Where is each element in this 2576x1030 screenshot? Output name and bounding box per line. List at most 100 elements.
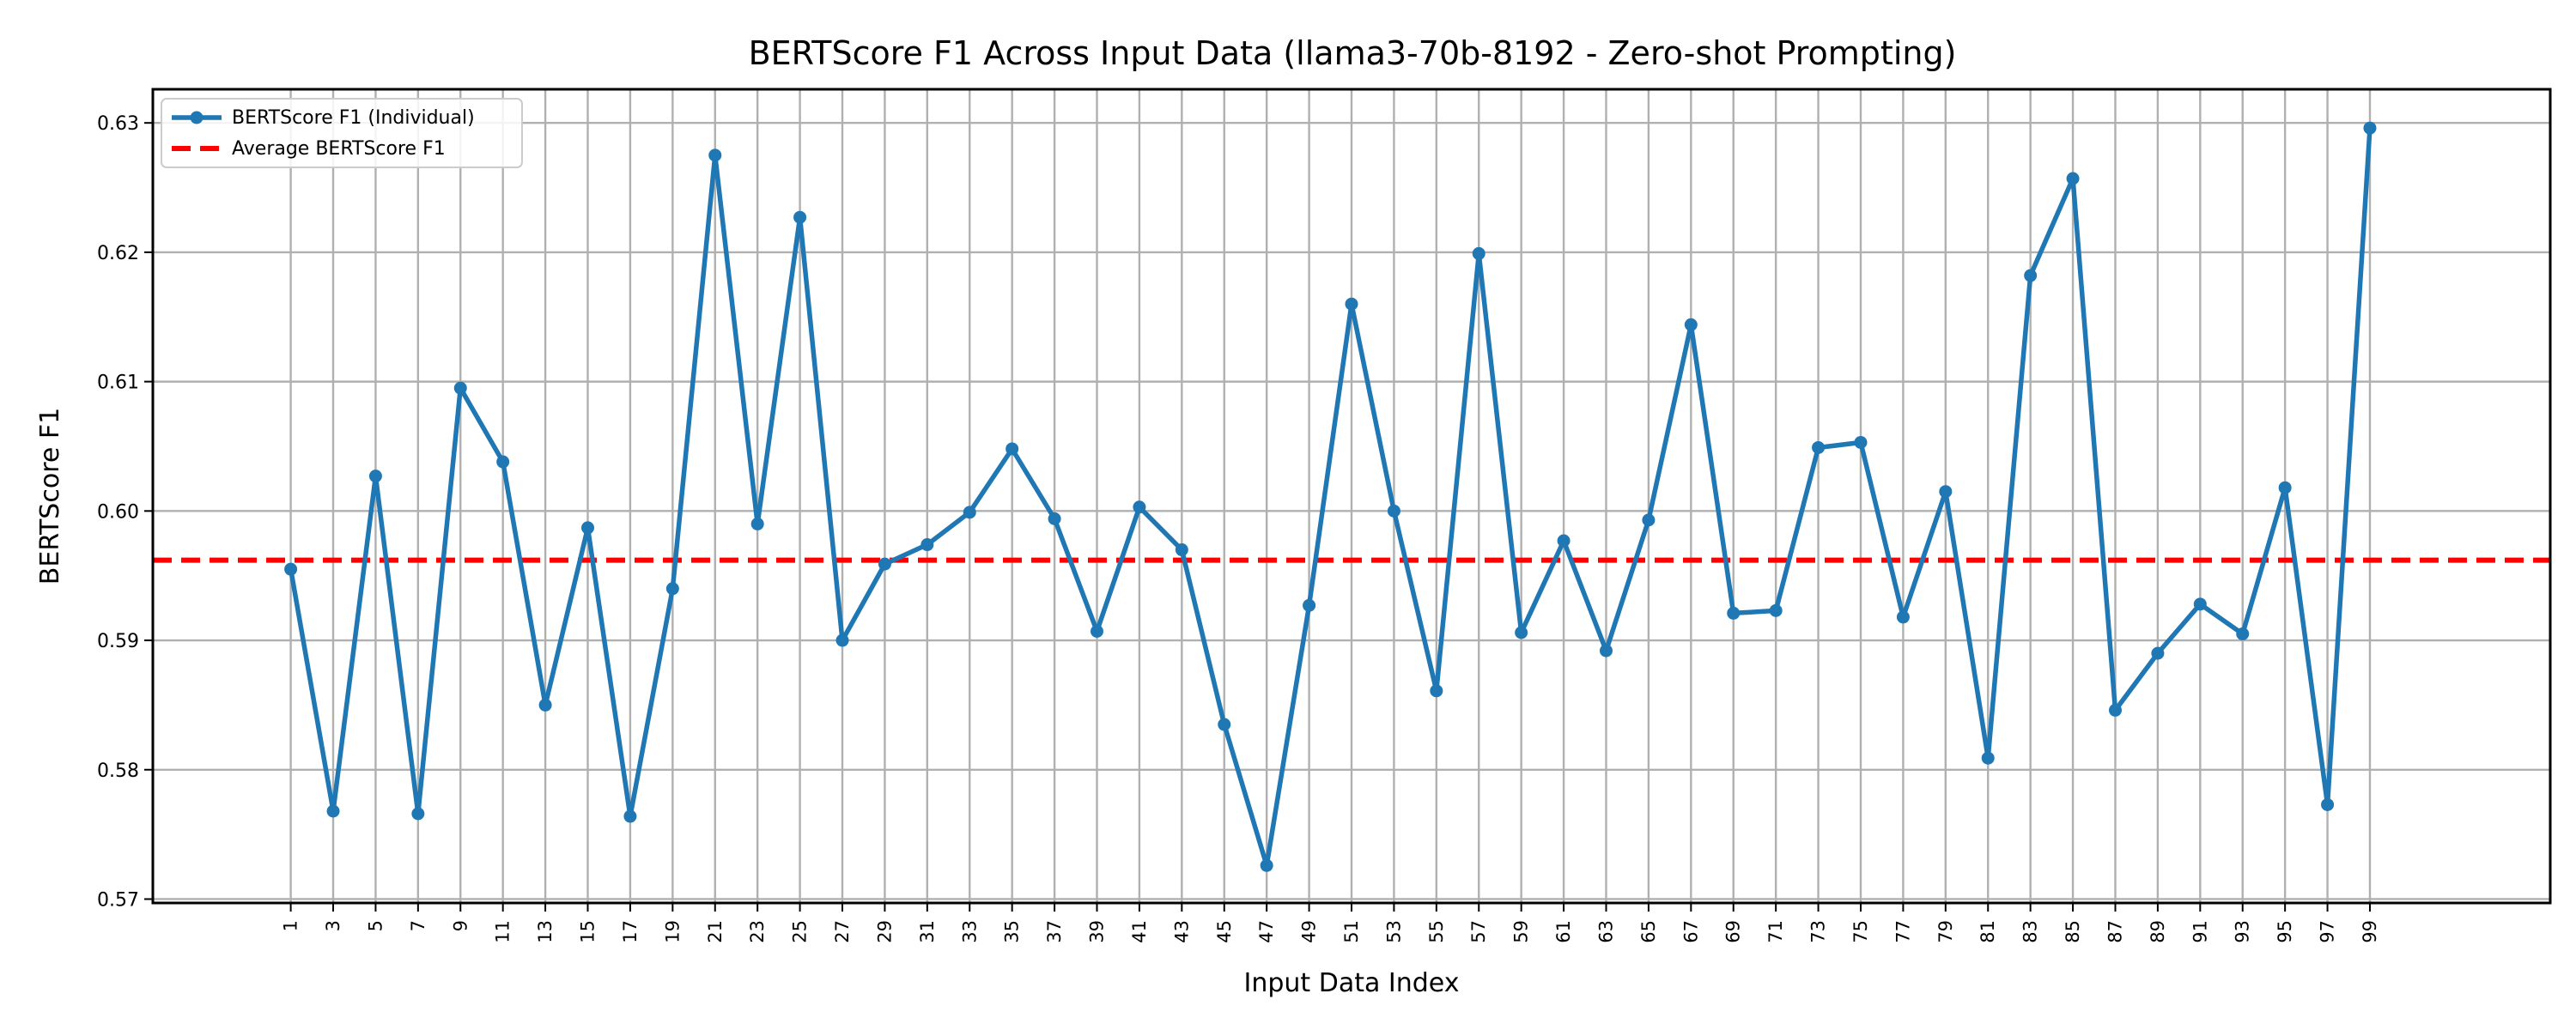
data-point [665, 582, 679, 596]
x-tick-label: 3 [323, 920, 343, 931]
x-tick-label: 37 [1044, 920, 1065, 943]
data-point [963, 506, 976, 519]
y-tick-label: 0.60 [97, 501, 139, 523]
data-point [878, 557, 891, 571]
x-tick-label: 31 [917, 920, 938, 943]
data-point [1091, 624, 1104, 638]
x-tick-label: 85 [2063, 920, 2083, 943]
x-tick-label: 11 [493, 920, 513, 943]
x-tick-label: 73 [1808, 920, 1829, 943]
x-tick-label: 87 [2105, 920, 2125, 943]
data-point [2151, 646, 2165, 660]
x-tick-label: 29 [874, 920, 895, 943]
data-point [1260, 858, 1273, 872]
data-point [326, 804, 340, 818]
data-point [1727, 606, 1741, 620]
x-tick-label: 59 [1511, 920, 1532, 943]
legend-label-average: Average BERTScore F1 [232, 138, 446, 160]
y-axis-ticks: 0.57 0.58 0.59 0.60 0.61 0.62 0.63 [97, 113, 153, 911]
y-tick-label: 0.57 [97, 889, 139, 911]
x-tick-label: 89 [2148, 920, 2168, 943]
data-point [1387, 504, 1400, 518]
data-point [538, 698, 552, 712]
x-tick-label: 27 [832, 920, 853, 943]
x-tick-label: 43 [1171, 920, 1192, 943]
data-point [2321, 797, 2335, 811]
data-point [1599, 644, 1613, 657]
data-point [623, 809, 637, 823]
x-tick-label: 25 [790, 920, 811, 943]
data-point [1048, 512, 1061, 525]
x-tick-label: 7 [408, 920, 428, 931]
data-point [284, 562, 298, 576]
x-tick-label: 9 [450, 920, 471, 931]
legend-box [161, 98, 523, 168]
data-point [1896, 610, 1910, 624]
data-point [1812, 440, 1826, 454]
x-tick-label: 33 [959, 920, 980, 943]
data-point [1769, 603, 1783, 617]
series-layer [284, 121, 2377, 872]
y-tick-label: 0.58 [97, 760, 139, 782]
x-tick-label: 41 [1129, 920, 1150, 943]
data-point [2024, 269, 2038, 282]
x-tick-label: 1 [281, 920, 301, 931]
x-tick-label: 83 [2020, 920, 2041, 943]
data-point [750, 517, 764, 530]
x-tick-label: 39 [1087, 920, 1108, 943]
data-point [1175, 543, 1188, 557]
x-tick-label: 81 [1978, 920, 1998, 943]
legend-items: BERTScore F1 (Individual) Average BERTSco… [172, 107, 475, 160]
legend-label-individual: BERTScore F1 (Individual) [232, 107, 475, 129]
x-tick-label: 63 [1595, 920, 1616, 943]
x-tick-label: 55 [1426, 920, 1447, 943]
series-line [288, 128, 2372, 869]
data-point [1557, 534, 1571, 548]
data-point [2108, 703, 2122, 717]
x-axis-ticks: 1 3 5 7 9 11 13 15 17 19 21 23 25 27 29 31 33 35 37 39 41 43 4… [281, 903, 2380, 943]
data-point [496, 455, 510, 469]
data-point [1472, 246, 1485, 260]
x-tick-label: 75 [1850, 920, 1871, 943]
legend: BERTScore F1 (Individual) Average BERTSco… [161, 98, 523, 168]
x-tick-label: 71 [1765, 920, 1786, 943]
x-tick-label: 95 [2275, 920, 2295, 943]
data-point [2066, 172, 2080, 185]
chart-title: BERTScore F1 Across Input Data (llama3-7… [749, 34, 1957, 72]
x-tick-label: 57 [1468, 920, 1489, 943]
x-tick-label: 79 [1935, 920, 1956, 943]
x-tick-label: 45 [1214, 920, 1235, 943]
data-point [581, 521, 595, 535]
data-point [368, 470, 382, 483]
data-point [1005, 442, 1019, 456]
data-point [453, 381, 467, 395]
x-tick-label: 21 [705, 920, 726, 943]
data-point [920, 538, 934, 552]
x-tick-label: 15 [578, 920, 598, 943]
x-tick-label: 61 [1553, 920, 1574, 943]
data-point [793, 210, 807, 224]
y-tick-label: 0.63 [97, 113, 139, 135]
legend-marker-individual [190, 111, 204, 124]
data-point [1345, 297, 1358, 311]
data-point [2278, 481, 2292, 494]
x-tick-label: 69 [1723, 920, 1744, 943]
y-tick-label: 0.61 [97, 373, 139, 394]
x-tick-label: 99 [2360, 920, 2380, 943]
data-point [1854, 435, 1868, 449]
x-tick-label: 19 [662, 920, 683, 943]
x-tick-label: 53 [1383, 920, 1404, 943]
data-point [1133, 500, 1146, 514]
x-tick-label: 23 [747, 920, 768, 943]
data-point [1430, 684, 1443, 698]
x-tick-label: 77 [1893, 920, 1913, 943]
x-tick-label: 49 [1299, 920, 1320, 943]
data-point [1303, 598, 1316, 612]
grid [153, 89, 2550, 903]
x-tick-label: 67 [1680, 920, 1701, 943]
data-point [1515, 626, 1528, 639]
x-tick-label: 93 [2233, 920, 2253, 943]
data-point [1684, 318, 1698, 331]
